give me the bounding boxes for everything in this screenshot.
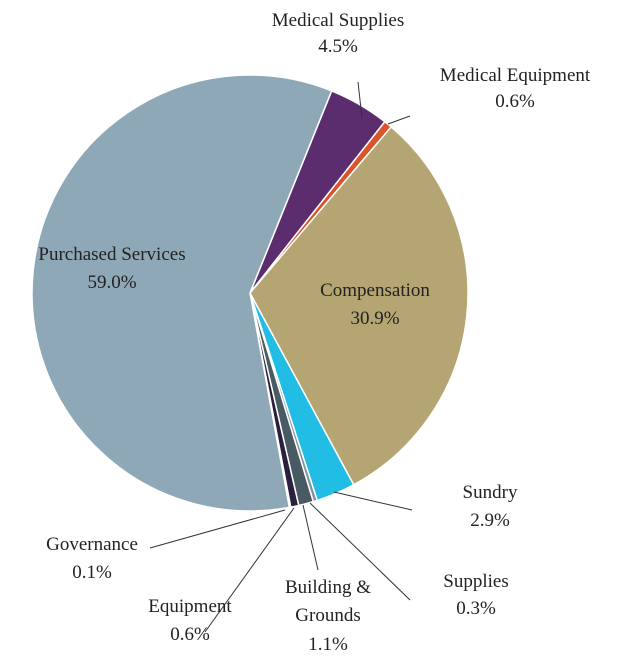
label-supplies-pct: 0.3% (456, 598, 496, 619)
leader-line-medical-equipment (387, 115, 411, 125)
label-purchased-services-pct: 59.0% (87, 272, 136, 293)
label-medical-equipment-name: Medical Equipment (440, 65, 591, 86)
leader-line-sundry (333, 491, 413, 511)
pie-slice-purchased-services (31, 74, 333, 512)
pie-slices (31, 74, 469, 512)
label-governance-name: Governance (46, 534, 138, 555)
pie-slice-compensation (249, 125, 469, 486)
leader-lines (149, 81, 413, 633)
label-sundry-name: Sundry (463, 482, 518, 503)
label-compensation-pct: 30.9% (350, 308, 399, 329)
label-equipment-name: Equipment (148, 596, 232, 617)
label-medical-equipment-pct: 0.6% (495, 91, 535, 112)
label-supplies-name: Supplies (443, 571, 508, 592)
label-medical-supplies-pct: 4.5% (318, 36, 358, 57)
leader-line-building-grounds (302, 504, 319, 571)
label-equipment-pct: 0.6% (170, 624, 210, 645)
label-building-grounds-pct: 1.1% (308, 634, 348, 655)
label-compensation-name: Compensation (320, 280, 430, 301)
label-governance-pct: 0.1% (72, 562, 112, 583)
label-building-grounds-line2: Grounds (295, 605, 360, 626)
leader-line-supplies (309, 502, 411, 601)
label-purchased-services-name: Purchased Services (38, 244, 185, 265)
label-building-grounds-line1: Building & (285, 577, 371, 598)
leader-line-equipment (204, 507, 295, 633)
leader-line-governance (149, 509, 286, 549)
leader-line-medical-supplies (357, 81, 363, 119)
label-sundry-pct: 2.9% (470, 510, 510, 531)
label-medical-supplies-name: Medical Supplies (272, 10, 404, 31)
